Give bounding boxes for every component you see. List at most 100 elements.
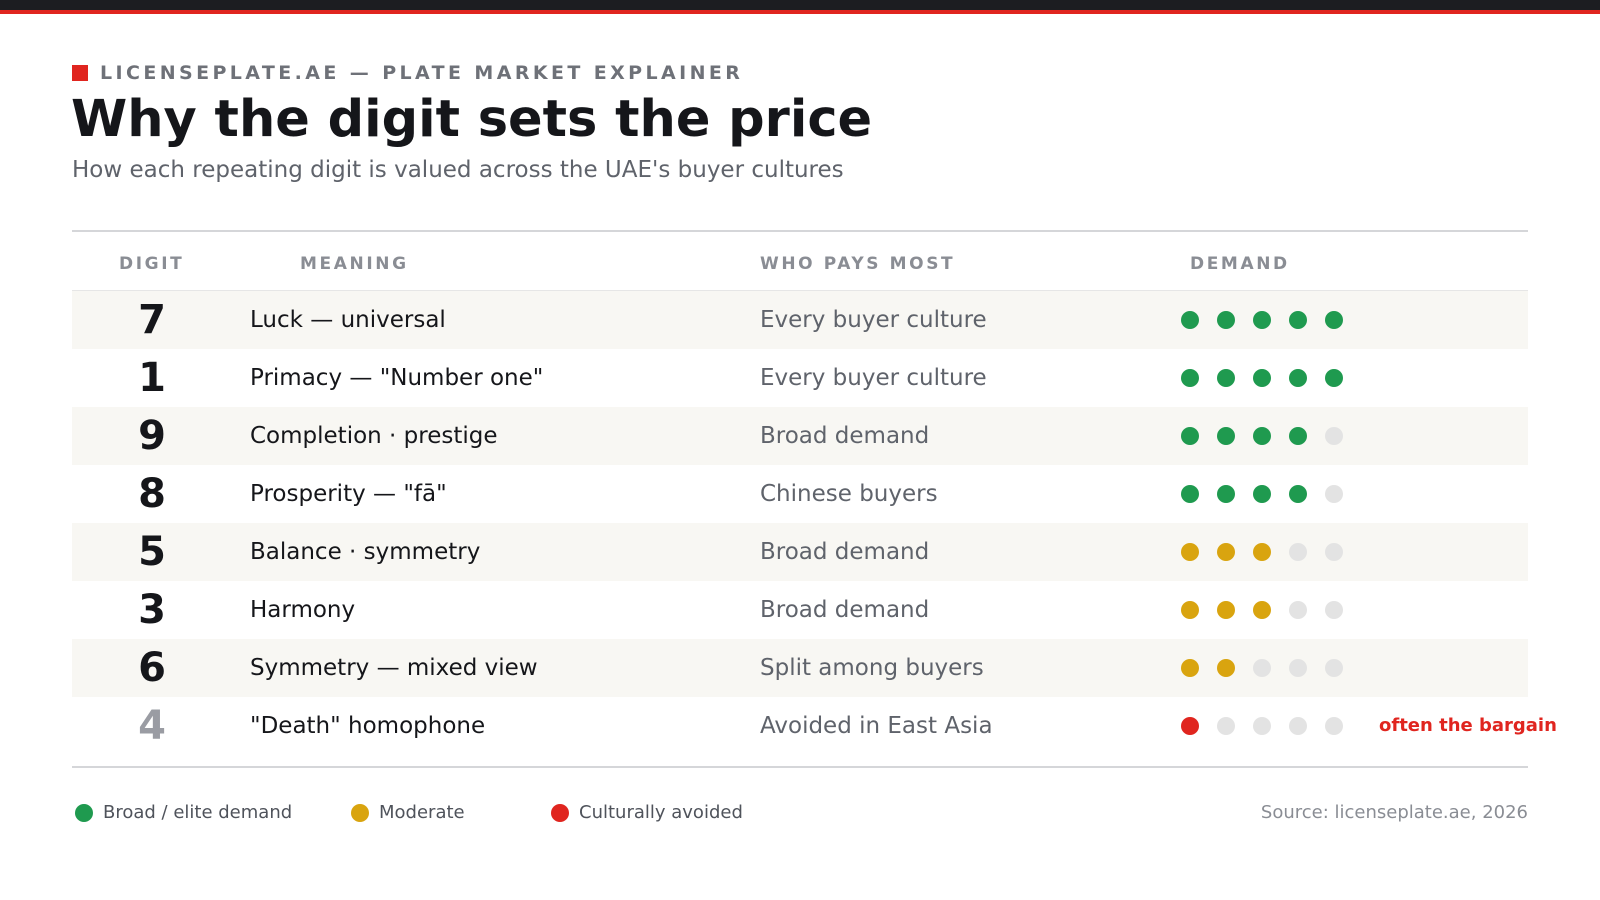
demand-dot-filled [1181, 601, 1199, 619]
demand-rating [1181, 311, 1361, 329]
who-pays-most-cell: Every buyer culture [760, 307, 987, 333]
demand-dot-filled [1325, 369, 1343, 387]
demand-dot-filled [1181, 543, 1199, 561]
demand-dot-empty [1325, 717, 1343, 735]
demand-dot-filled [1181, 485, 1199, 503]
demand-dot-filled [1217, 601, 1235, 619]
table-top-rule [72, 230, 1528, 232]
legend-label-avoided: Culturally avoided [579, 802, 743, 823]
demand-dot-empty [1325, 485, 1343, 503]
meaning-cell: Luck — universal [250, 307, 446, 333]
demand-rating [1181, 543, 1361, 561]
meaning-cell: "Death" homophone [250, 713, 486, 739]
demand-dot-filled [1217, 485, 1235, 503]
column-header-meaning: MEANING [300, 254, 409, 274]
who-pays-most-cell: Split among buyers [760, 655, 984, 681]
demand-rating [1181, 717, 1361, 735]
eyebrow-text: LICENSEPLATE.AE — PLATE MARKET EXPLAINER [100, 62, 744, 84]
who-pays-most-cell: Avoided in East Asia [760, 713, 993, 739]
demand-dot-filled [1289, 369, 1307, 387]
demand-dot-empty [1253, 717, 1271, 735]
demand-dot-empty [1253, 659, 1271, 677]
demand-dot-filled [1217, 427, 1235, 445]
meaning-cell: Primacy — "Number one" [250, 365, 544, 391]
demand-dot-filled [1181, 659, 1199, 677]
demand-rating [1181, 485, 1361, 503]
legend-item-high: Broad / elite demand [75, 802, 292, 823]
demand-dot-filled [1217, 311, 1235, 329]
demand-rating [1181, 601, 1361, 619]
demand-dot-filled [1253, 543, 1271, 561]
demand-dot-filled [1181, 427, 1199, 445]
column-header-digit: DIGIT [119, 254, 185, 274]
digit-cell: 1 [138, 355, 166, 401]
demand-dot-empty [1325, 427, 1343, 445]
page-subtitle: How each repeating digit is valued acros… [72, 157, 844, 183]
demand-dot-filled [1253, 427, 1271, 445]
legend-item-avoided: Culturally avoided [551, 802, 743, 823]
legend-dot-moderate [351, 803, 369, 822]
demand-rating [1181, 369, 1361, 387]
digit-cell: 6 [138, 645, 166, 691]
digit-cell: 3 [138, 587, 166, 633]
source-credit: Source: licenseplate.ae, 2026 [1260, 802, 1528, 823]
demand-dot-filled [1253, 601, 1271, 619]
digit-cell: 7 [138, 297, 166, 343]
demand-dot-filled [1289, 427, 1307, 445]
legend-label-high: Broad / elite demand [103, 802, 293, 823]
table-row: 5 Balance · symmetry Broad demand [72, 523, 1528, 581]
meaning-cell: Symmetry — mixed view [250, 655, 538, 681]
who-pays-most-cell: Chinese buyers [760, 481, 938, 507]
who-pays-most-cell: Broad demand [760, 597, 930, 623]
demand-dot-filled [1217, 543, 1235, 561]
demand-dot-filled [1253, 311, 1271, 329]
table-row: 4 "Death" homophone Avoided in East Asia of… [72, 697, 1557, 755]
table-row: 9 Completion · prestige Broad demand [72, 407, 1528, 465]
table-row: 1 Primacy — "Number one" Every buyer cultu… [72, 349, 1528, 407]
digit-cell: 8 [138, 471, 166, 517]
demand-dot-filled [1325, 311, 1343, 329]
who-pays-most-cell: Broad demand [760, 539, 930, 565]
digit-cell: 5 [138, 529, 166, 575]
demand-dot-empty [1325, 543, 1343, 561]
brand-square-icon [72, 65, 88, 81]
legend-dot-avoided [551, 803, 569, 822]
demand-rating [1181, 427, 1361, 445]
demand-dot-filled [1217, 659, 1235, 677]
table-row: 3 Harmony Broad demand [72, 581, 1528, 639]
header-divider [72, 290, 1528, 291]
demand-dot-filled [1253, 485, 1271, 503]
table-row: 7 Luck — universal Every buyer culture [72, 291, 1528, 349]
digit-table: 7 Luck — universal Every buyer culture 1 Pri… [72, 291, 1557, 755]
meaning-cell: Completion · prestige [250, 423, 498, 449]
demand-dot-empty [1289, 543, 1307, 561]
demand-dot-filled [1289, 485, 1307, 503]
table-bottom-rule [72, 766, 1528, 768]
column-header-who-pays-most: WHO PAYS MOST [760, 254, 956, 274]
demand-dot-empty [1289, 717, 1307, 735]
demand-dot-filled [1181, 717, 1199, 735]
demand-dot-empty [1289, 659, 1307, 677]
demand-dot-filled [1253, 369, 1271, 387]
page-title: Why the digit sets the price [71, 90, 873, 149]
who-pays-most-cell: Broad demand [760, 423, 930, 449]
legend-label-moderate: Moderate [379, 802, 465, 823]
meaning-cell: Harmony [250, 597, 356, 623]
demand-rating [1181, 659, 1361, 677]
who-pays-most-cell: Every buyer culture [760, 365, 987, 391]
column-header-demand: DEMAND [1190, 254, 1290, 274]
legend-item-moderate: Moderate [351, 802, 465, 823]
demand-dot-empty [1325, 601, 1343, 619]
demand-dot-empty [1217, 717, 1235, 735]
digit-cell: 4 [138, 703, 166, 749]
demand-dot-filled [1217, 369, 1235, 387]
demand-dot-filled [1181, 369, 1199, 387]
legend-dot-high [75, 803, 93, 822]
eyebrow: LICENSEPLATE.AE — PLATE MARKET EXPLAINER [72, 62, 743, 84]
meaning-cell: Balance · symmetry [250, 539, 481, 565]
bargain-note: often the bargain [1379, 715, 1557, 736]
table-row: 6 Symmetry — mixed view Split among buyers [72, 639, 1528, 697]
table-row: 8 Prosperity — "fā" Chinese buyers [72, 465, 1528, 523]
demand-dot-filled [1289, 311, 1307, 329]
top-accent-stripe [0, 10, 1600, 14]
